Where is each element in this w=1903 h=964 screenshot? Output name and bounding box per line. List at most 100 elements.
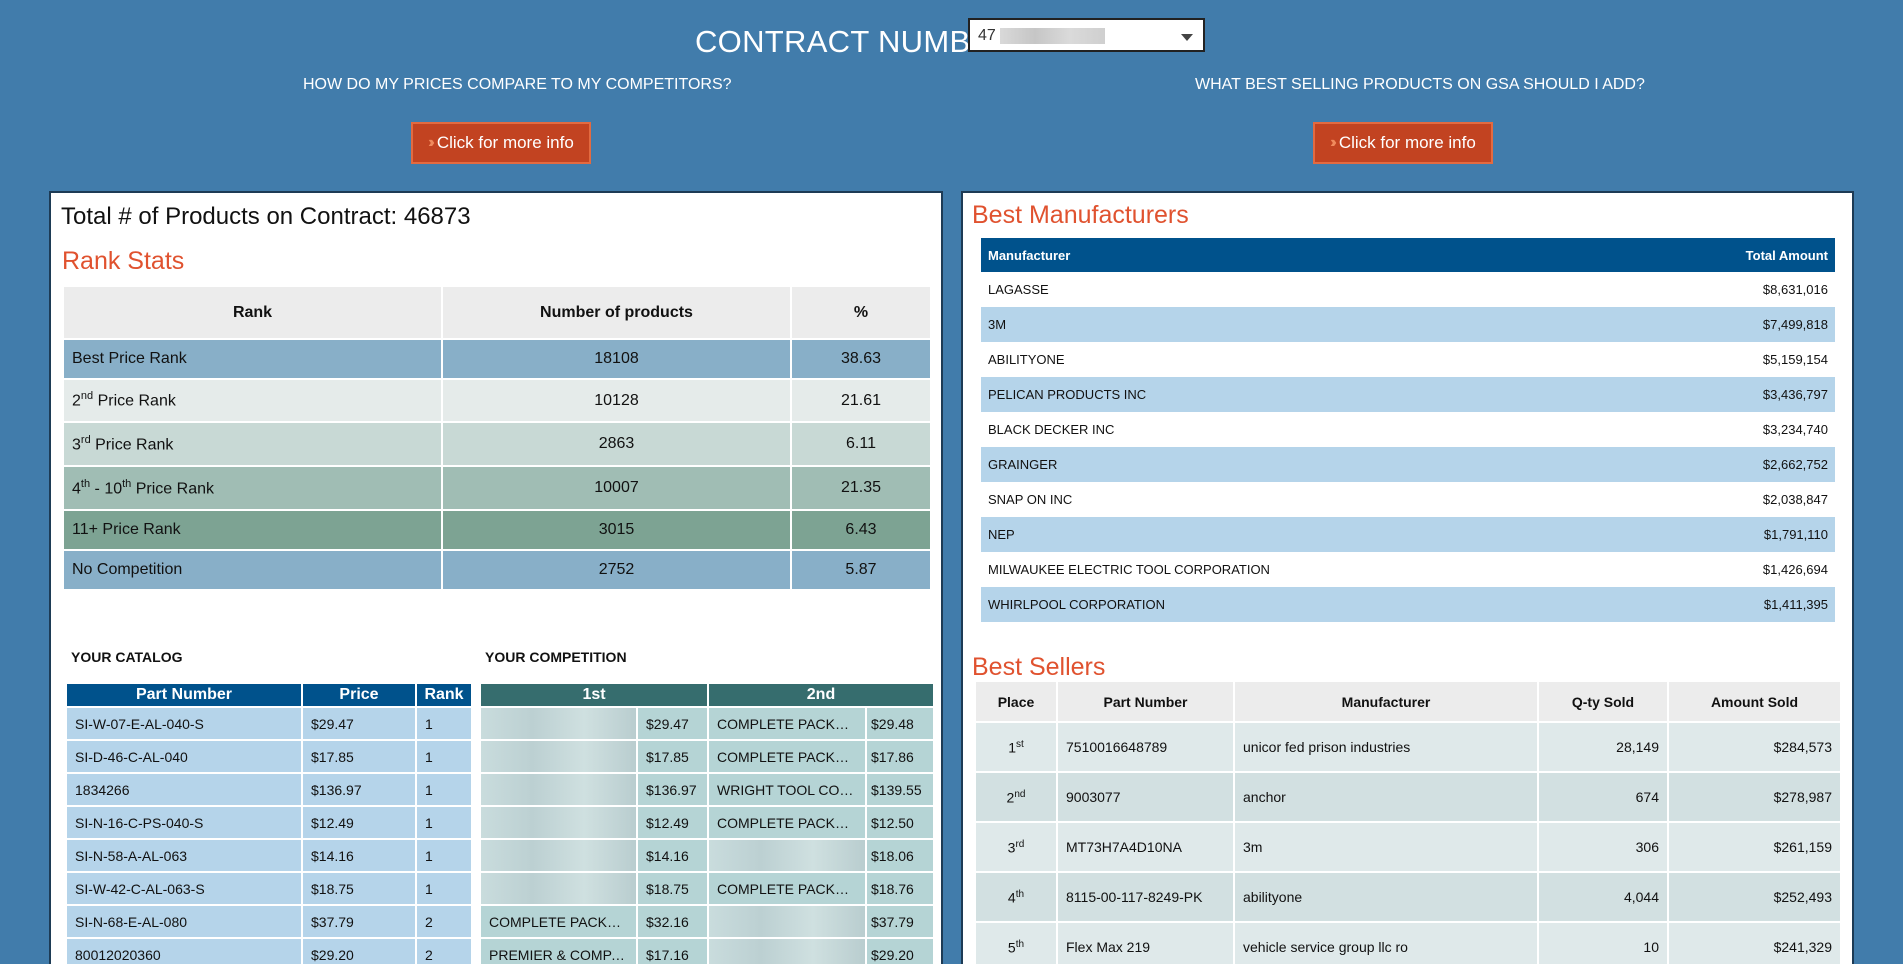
price-compare-info-button[interactable]: ›› Click for more info [411, 122, 591, 164]
second-competitor-header: 2nd [706, 682, 936, 708]
rank-label-text: - 10 [90, 480, 123, 498]
manufacturer-row: ABILITYONE $5,159,154 [981, 342, 1835, 377]
catalog-row[interactable]: 1834266 $136.97 1 [65, 772, 473, 807]
seller-qty: 306 [1537, 821, 1669, 873]
first-competitor-name: COMPLETE PACKAGING [479, 904, 638, 939]
second-competitor-price: $18.06 [864, 838, 936, 873]
best-seller-row: 1st 7510016648789 unicor fed prison indust… [974, 721, 1842, 773]
question-prices-compare: HOW DO MY PRICES COMPARE TO MY COMPETITO… [303, 76, 732, 93]
manufacturer-total: $3,234,740 [1762, 422, 1828, 437]
rank-stats-title: Rank Stats [62, 247, 185, 275]
catalog-rank: 1 [415, 739, 473, 774]
question-best-selling: WHAT BEST SELLING PRODUCTS ON GSA SHOULD… [1195, 76, 1645, 93]
first-competitor-header: 1st [479, 682, 709, 708]
rank-row: 2nd Price Rank 10128 21.61 [62, 378, 932, 423]
first-competitor-name [479, 838, 638, 873]
rank-ordinal-suffix: rd [80, 433, 91, 446]
rank-label-text: Best Price Rank [72, 350, 187, 367]
best-selling-info-button[interactable]: ›› Click for more info [1313, 122, 1493, 164]
header: CONTRACT NUMBER 47 [0, 14, 1903, 64]
catalog-row[interactable]: SI-N-58-A-AL-063 $14.16 1 [65, 838, 473, 873]
rank-label: No Competition [62, 549, 443, 591]
rank-label: 3rd Price Rank [62, 421, 443, 467]
catalog-row[interactable]: 80012020360 $29.20 2 [65, 937, 473, 964]
catalog-part-number[interactable]: SI-N-68-E-AL-080 [65, 904, 303, 939]
catalog-row[interactable]: SI-W-42-C-AL-063-S $18.75 1 [65, 871, 473, 906]
price-header: Price [301, 682, 417, 708]
first-competitor-price: $18.75 [636, 871, 709, 906]
manufacturer-total: $2,038,847 [1762, 492, 1828, 507]
catalog-part-number[interactable]: SI-W-07-E-AL-040-S [65, 706, 303, 741]
catalog-row[interactable]: SI-N-16-C-PS-040-S $12.49 1 [65, 805, 473, 840]
second-competitor-name: COMPLETE PACKAGING [707, 805, 867, 840]
rank-row: Best Price Rank 18108 38.63 [62, 338, 932, 380]
catalog-row[interactable]: SI-W-07-E-AL-040-S $29.47 1 [65, 706, 473, 741]
catalog-part-number[interactable]: SI-N-16-C-PS-040-S [65, 805, 303, 840]
first-competitor-name [479, 772, 638, 807]
manufacturer-name: WHIRLPOOL CORPORATION [981, 587, 1626, 622]
catalog-part-number[interactable]: 80012020360 [65, 937, 303, 964]
contract-number-value: 47 [978, 27, 996, 44]
manufacturer-total: $1,426,694 [1762, 562, 1828, 577]
rank-percent: 21.35 [790, 465, 932, 511]
rank-percent: 6.11 [790, 421, 932, 467]
catalog-price: $29.20 [301, 937, 417, 964]
seller-place-number: 2 [1006, 789, 1015, 806]
catalog-part-number[interactable]: SI-N-58-A-AL-063 [65, 838, 303, 873]
manufacturer-total: $2,662,752 [1625, 447, 1835, 482]
first-competitor-name [479, 871, 638, 906]
manufacturer-name: GRAINGER [981, 447, 1626, 482]
info-button-label: Click for more info [436, 133, 574, 152]
seller-place-suffix: th [1015, 938, 1025, 950]
seller-amount: $278,987 [1667, 771, 1842, 823]
competition-row: $29.47 COMPLETE PACKAGING $29.48 [479, 706, 936, 741]
best-manufacturers-title: Best Manufacturers [972, 201, 1189, 229]
first-competitor-price: $17.16 [636, 937, 709, 964]
seller-qty: 10 [1537, 921, 1669, 964]
seller-place: 5th [974, 921, 1058, 964]
rank-count: 3015 [441, 509, 792, 551]
catalog-part-number[interactable]: SI-D-46-C-AL-040 [65, 739, 303, 774]
rank-stats-table: Rank Number of products % Best Price Ran… [62, 285, 932, 591]
manufacturer-row: PELICAN PRODUCTS INC $3,436,797 [981, 377, 1835, 412]
seller-manufacturer: anchor [1233, 771, 1539, 823]
catalog-part-number[interactable]: SI-W-42-C-AL-063-S [65, 871, 303, 906]
rank-ordinal-suffix: th [80, 477, 91, 490]
manufacturer-row: LAGASSE $8,631,016 [981, 272, 1835, 307]
catalog-rank: 1 [415, 871, 473, 906]
seller-amount: $261,159 [1667, 821, 1842, 873]
catalog-rank: 1 [415, 805, 473, 840]
rank-label-text: Price Rank [93, 392, 176, 410]
seller-qty: 4,044 [1537, 871, 1669, 923]
seller-amount: $241,329 [1667, 921, 1842, 964]
rank-row: 3rd Price Rank 2863 6.11 [62, 421, 932, 467]
rank-label: 11+ Price Rank [62, 509, 443, 551]
rank-count: 2752 [441, 549, 792, 591]
catalog-row[interactable]: SI-D-46-C-AL-040 $17.85 1 [65, 739, 473, 774]
manufacturer-name: NEP [981, 517, 1626, 552]
manufacturer-name: PELICAN PRODUCTS INC [981, 377, 1626, 412]
seller-part-number-header: Part Number [1056, 680, 1235, 723]
rank-percent: 38.63 [790, 338, 932, 380]
catalog-part-number[interactable]: 1834266 [65, 772, 303, 807]
first-competitor-price: $17.85 [636, 739, 709, 774]
catalog-price: $18.75 [301, 871, 417, 906]
redacted-contract-digits [1000, 28, 1105, 44]
best-manufacturers-table: Manufacturer Total Amount LAGASSE $8,631,… [981, 238, 1835, 622]
seller-amount: $284,573 [1667, 721, 1842, 773]
rank-col-header: Rank [415, 682, 473, 708]
rank-percent: 21.61 [790, 378, 932, 423]
competition-row: PREMIER & COMPANION$17.16 $29.20 [479, 937, 936, 964]
best-selling-panel: Best Manufacturers Manufacturer Total Am… [961, 191, 1854, 964]
rank-label-text: No Competition [72, 561, 183, 578]
catalog-table: Part Number Price Rank SI-W-07-E-AL-040-… [65, 682, 473, 964]
manufacturer-row: WHIRLPOOL CORPORATION $1,411,395 [981, 587, 1835, 622]
double-chevron-right-icon: ›› [428, 134, 434, 151]
manufacturer-name: LAGASSE [988, 282, 1049, 297]
seller-part-number: MT73H7A4D10NA [1056, 821, 1235, 873]
best-seller-row: 3rd MT73H7A4D10NA 3m 306 $261,159 [974, 821, 1842, 873]
first-competitor-price: $32.16 [636, 904, 709, 939]
catalog-row[interactable]: SI-N-68-E-AL-080 $37.79 2 [65, 904, 473, 939]
contract-number-select[interactable]: 47 [968, 18, 1205, 52]
rank-label-text: 11+ Price Rank [72, 521, 181, 538]
